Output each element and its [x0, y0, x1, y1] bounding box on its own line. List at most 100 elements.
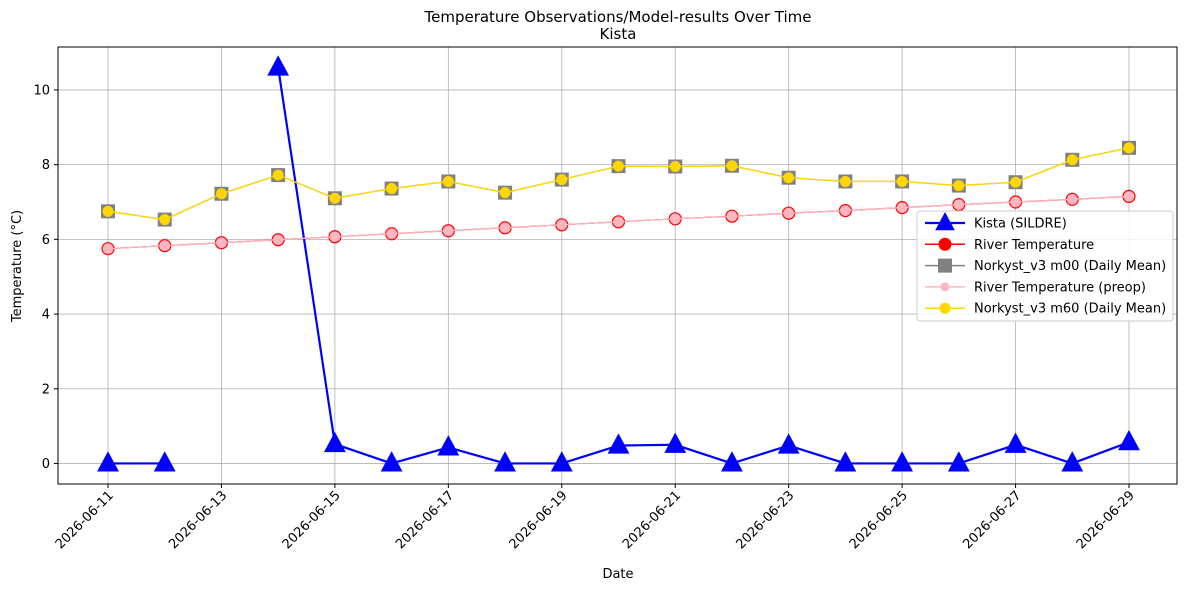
data-point [159, 214, 171, 226]
data-point [727, 211, 737, 221]
data-point [839, 175, 851, 187]
data-point [607, 433, 630, 454]
y-tick-label: 0 [42, 457, 50, 472]
data-point [1004, 432, 1027, 453]
x-tick-label: 2026-06-11 [53, 488, 117, 552]
data-point [160, 241, 170, 251]
data-point [499, 187, 511, 199]
series-line [107, 147, 1130, 221]
legend-item: Norkyst_v3 m00 (Daily Mean) [925, 258, 1166, 274]
data-point [613, 160, 624, 172]
x-tick-label: 2026-06-17 [393, 488, 457, 552]
x-tick-label: 2026-06-15 [280, 488, 344, 552]
data-point [494, 451, 516, 472]
x-axis-label: Date [602, 567, 633, 582]
data-point [664, 432, 687, 453]
data-point [550, 451, 573, 472]
data-point [500, 223, 510, 233]
y-tick-label: 2 [42, 382, 50, 397]
data-point [947, 451, 970, 472]
y-tick-label: 6 [42, 233, 50, 248]
data-point [97, 451, 119, 472]
x-tick-label: 2026-06-23 [733, 488, 797, 552]
data-point [840, 206, 850, 216]
series-line [277, 67, 1130, 465]
data-point [1123, 142, 1135, 154]
data-point [153, 451, 176, 472]
x-tick-label: 2026-06-27 [960, 488, 1024, 552]
data-point [954, 200, 964, 210]
x-tick-label: 2026-06-21 [620, 488, 684, 552]
series-3 [103, 191, 1134, 254]
data-point [273, 235, 283, 245]
x-tick-label: 2026-06-29 [1074, 488, 1138, 552]
x-tick-label: 2026-06-13 [166, 488, 230, 552]
data-point [323, 431, 346, 453]
legend-marker [940, 282, 950, 292]
legend: Kista (SILDRE) River Temperature Norkyst_v… [916, 210, 1174, 322]
legend-label: River Temperature [974, 238, 1094, 253]
data-point [1061, 451, 1084, 472]
data-point [897, 203, 907, 213]
legend-marker [935, 212, 955, 231]
x-tick-label: 2026-06-19 [507, 488, 571, 552]
legend-label: Norkyst_v3 m00 (Daily Mean) [974, 259, 1166, 274]
data-point [669, 161, 681, 173]
data-point [953, 180, 965, 192]
data-point [443, 226, 453, 236]
data-point [386, 183, 398, 195]
legend-marker [939, 302, 951, 314]
x-axis-ticks: 2026-06-11 2026-06-13 2026-06-15 2026-06-17… [53, 484, 1138, 552]
y-axis-ticks: 0 2 4 6 8 10 [33, 83, 58, 472]
data-point [103, 244, 113, 254]
legend-marker [938, 237, 952, 251]
legend-box [916, 210, 1174, 322]
data-point [1011, 197, 1021, 207]
legend-item: Kista (SILDRE) [925, 212, 1067, 232]
y-tick-label: 4 [42, 308, 50, 323]
data-point [726, 160, 738, 172]
data-point [267, 55, 290, 76]
data-point [614, 217, 623, 227]
data-point [783, 172, 795, 184]
y-tick-label: 8 [42, 158, 50, 173]
y-tick-label: 10 [33, 83, 50, 98]
data-point [1067, 194, 1077, 204]
data-point [1118, 429, 1140, 451]
data-point [272, 169, 284, 181]
plot-frame [57, 46, 1178, 485]
legend-item: Norkyst_v3 m60 (Daily Mean) [925, 302, 1166, 317]
data-point [721, 451, 743, 472]
x-tick-label: 2026-06-25 [847, 488, 911, 552]
data-point [777, 433, 800, 454]
legend-label: Kista (SILDRE) [974, 217, 1067, 232]
legend-label: River Temperature (preop) [974, 280, 1146, 295]
data-point [442, 175, 454, 187]
legend-label: Norkyst_v3 m60 (Daily Mean) [974, 302, 1166, 317]
data-point [387, 229, 397, 239]
data-point [380, 451, 403, 472]
data-point [102, 205, 114, 217]
data-point [330, 232, 340, 242]
data-point [784, 208, 794, 218]
data-point [1066, 154, 1078, 166]
chart-subtitle: Kista [600, 25, 637, 43]
data-point [1124, 191, 1134, 201]
data-point [437, 435, 460, 456]
data-point [896, 175, 908, 187]
data-point [329, 192, 341, 204]
legend-item: River Temperature (preop) [925, 280, 1146, 295]
y-axis-label: Temperature (°C) [10, 210, 25, 323]
series-layer [97, 55, 1140, 472]
data-point [1010, 176, 1022, 188]
data-point [670, 214, 680, 224]
series-0 [97, 55, 1140, 472]
data-point [556, 174, 568, 186]
legend-marker [938, 258, 952, 273]
legend-item: River Temperature [925, 237, 1094, 253]
data-point [216, 238, 226, 248]
data-point [891, 451, 914, 472]
series-line [107, 147, 1130, 221]
data-point [834, 451, 857, 472]
